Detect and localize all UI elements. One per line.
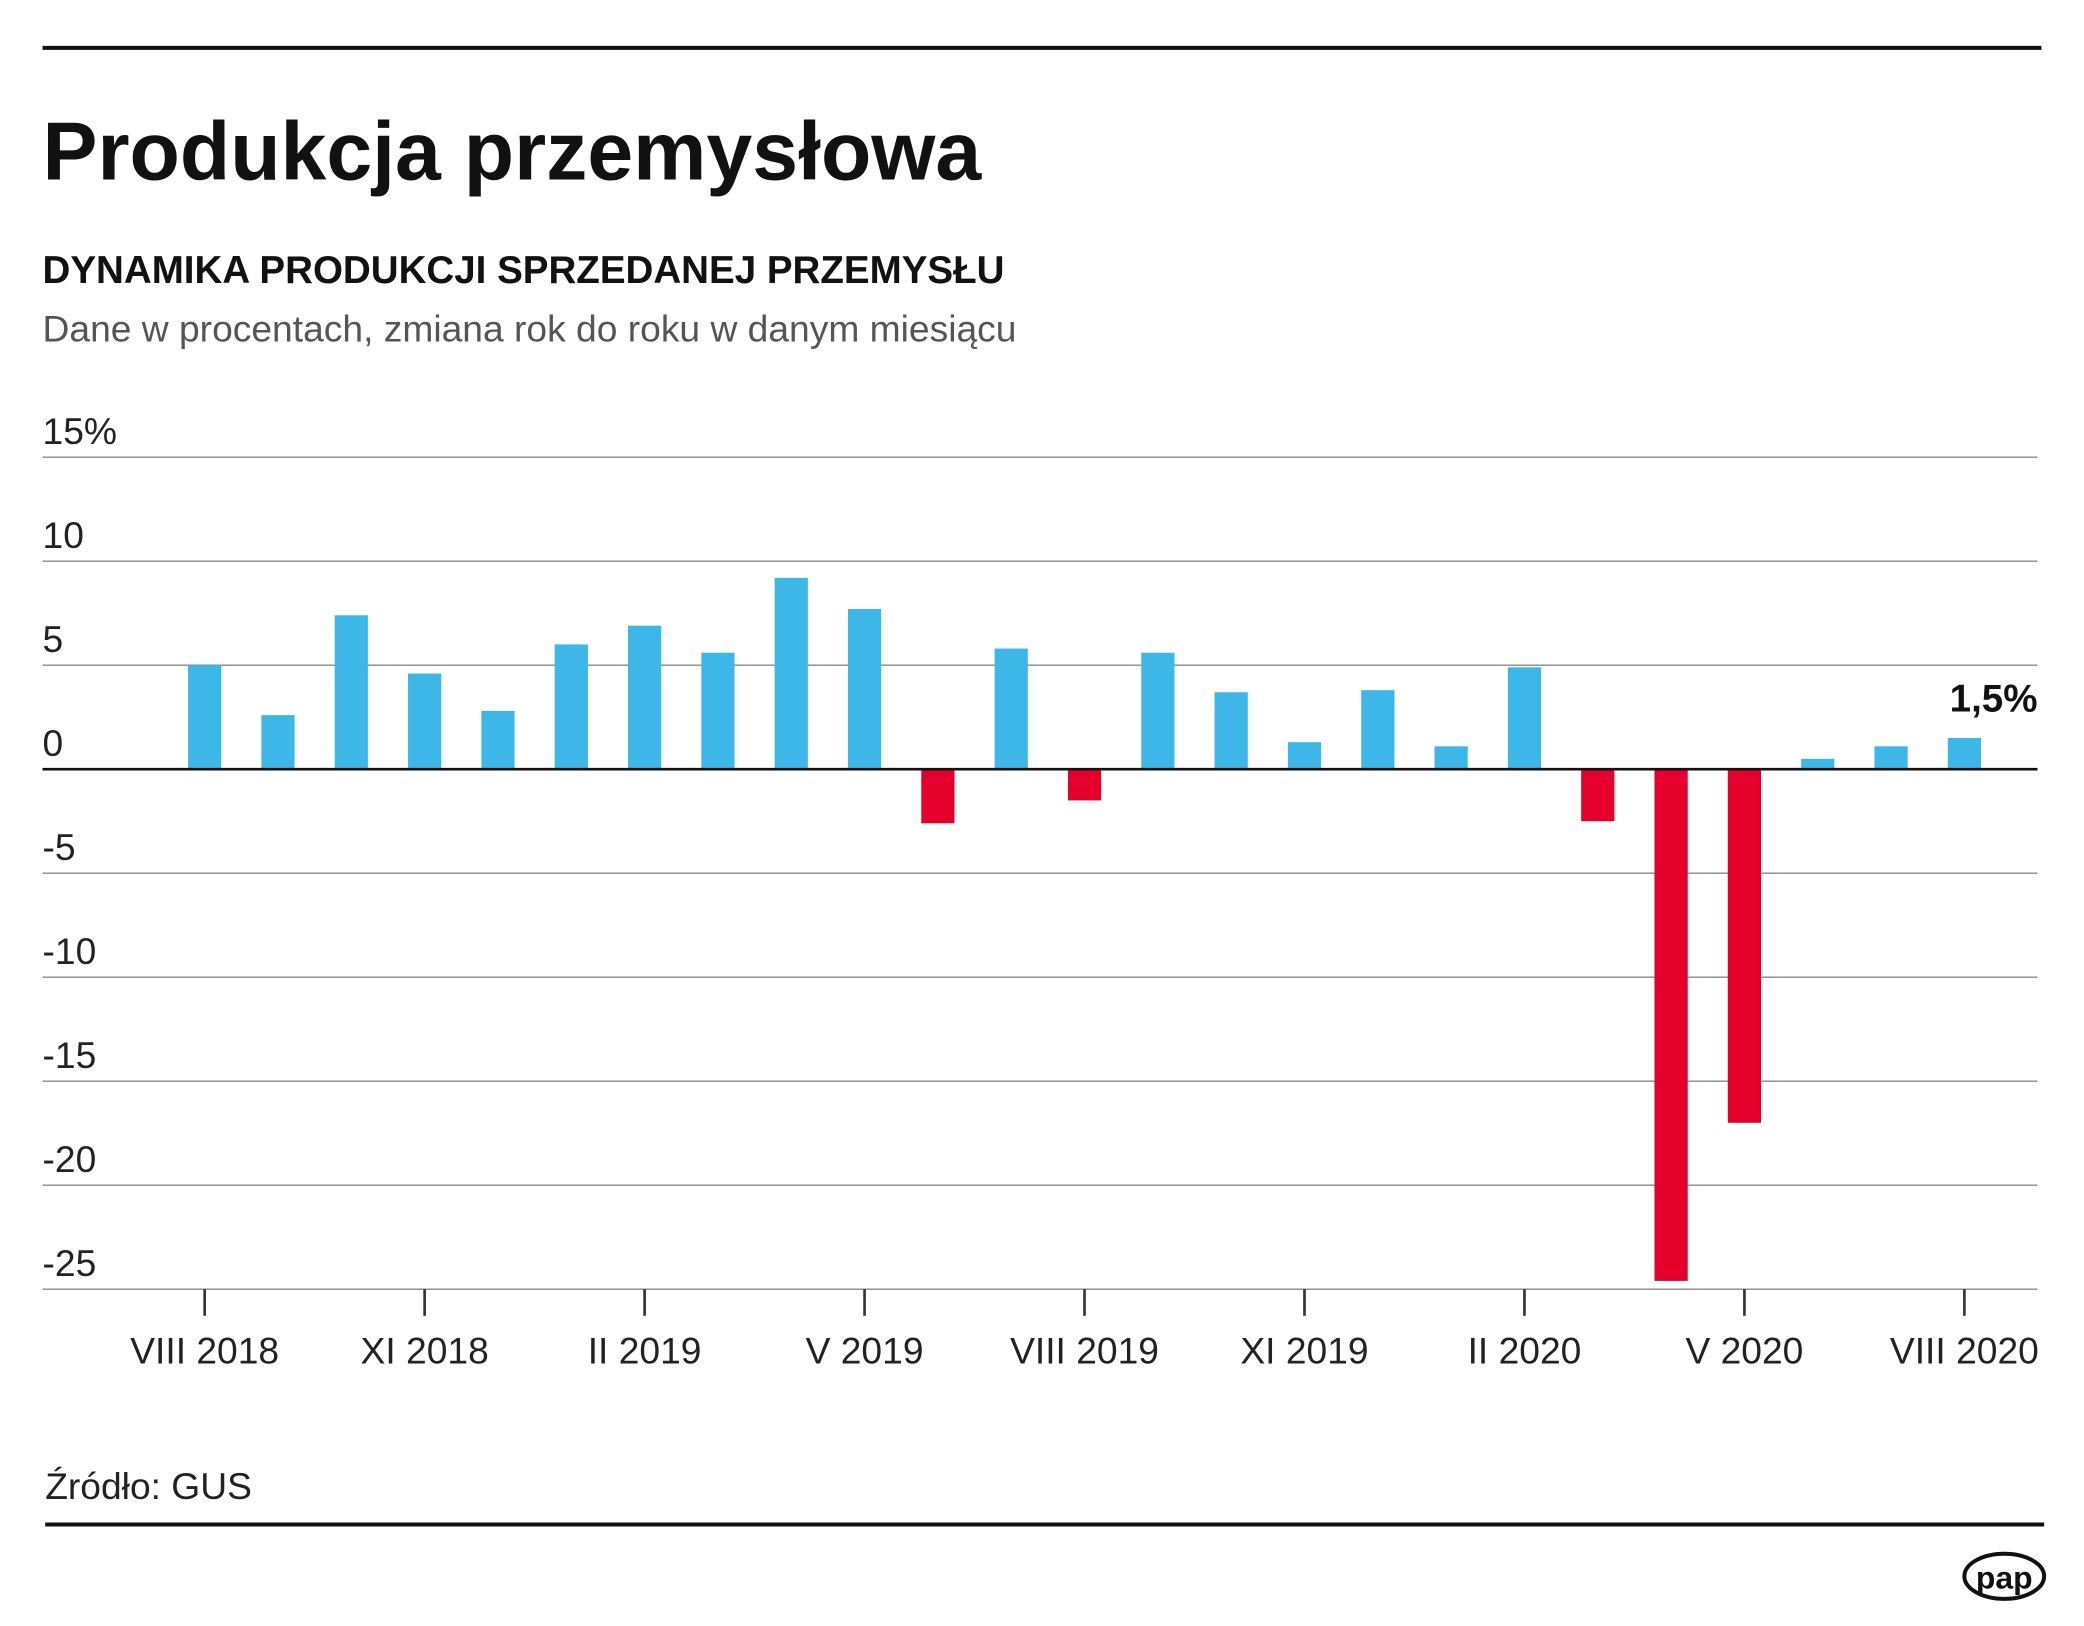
chart-subtitle: DYNAMIKA PRODUKCJI SPRZEDANEJ PRZEMYSŁU xyxy=(43,249,1005,292)
bar xyxy=(1654,769,1688,1281)
x-tick-label: XI 2018 xyxy=(361,1330,489,1372)
plot-area: -25 -20 -15 -10 -5 0 5 10 15% VIII 2018 XI 2018 II … xyxy=(42,410,2039,1372)
bar xyxy=(261,715,295,770)
bar xyxy=(481,710,515,770)
y-tick-label: -20 xyxy=(43,1138,97,1180)
x-tick-label: V 2019 xyxy=(806,1330,924,1372)
bar xyxy=(774,577,808,770)
y-tick-label: -25 xyxy=(43,1242,97,1284)
y-tick-label: 5 xyxy=(43,618,64,660)
bar xyxy=(627,625,662,770)
x-tick-label: II 2019 xyxy=(588,1330,702,1372)
y-tick-label: -10 xyxy=(43,930,97,972)
bar xyxy=(921,769,955,824)
logo-frame xyxy=(1962,1551,2047,1601)
bar xyxy=(1947,738,1981,770)
y-tick-label: 15% xyxy=(43,410,117,452)
y-tick-label: 10 xyxy=(43,514,84,556)
bar xyxy=(1581,769,1615,822)
logo: pap xyxy=(1976,1559,2033,1595)
bar xyxy=(1801,758,1835,770)
source: Źródło: GUS xyxy=(45,1465,252,1507)
bar xyxy=(188,665,222,770)
x-tick-label: II 2020 xyxy=(1468,1330,1582,1372)
bar xyxy=(1287,742,1322,770)
y-tick-label: -15 xyxy=(43,1034,97,1076)
bar xyxy=(1727,769,1762,1123)
bar xyxy=(1141,652,1175,770)
y-tick-label: 0 xyxy=(43,722,64,764)
chart-description: Dane w procentach, zmiana rok do roku w … xyxy=(43,308,1017,350)
x-tick-label: V 2020 xyxy=(1685,1330,1803,1372)
bar xyxy=(334,615,368,770)
bar xyxy=(701,652,735,770)
x-tick-label: VIII 2018 xyxy=(130,1330,279,1372)
bar xyxy=(1214,692,1248,770)
chart-title: Produkcja przemysłowa xyxy=(43,105,983,197)
bar xyxy=(554,644,588,770)
bar xyxy=(1361,690,1395,770)
x-tick-label: VIII 2019 xyxy=(1010,1330,1159,1372)
bar xyxy=(408,673,442,770)
value-label: 1,5% xyxy=(1950,677,2038,720)
y-tick-label: -5 xyxy=(43,826,76,868)
bar xyxy=(1874,746,1908,770)
x-tick-label: VIII 2020 xyxy=(1890,1330,2039,1372)
x-tick-label: XI 2019 xyxy=(1240,1330,1368,1372)
bar xyxy=(994,648,1028,770)
bar xyxy=(1434,746,1468,770)
bar xyxy=(1507,667,1542,770)
bar xyxy=(1067,769,1102,801)
bar xyxy=(847,609,882,770)
